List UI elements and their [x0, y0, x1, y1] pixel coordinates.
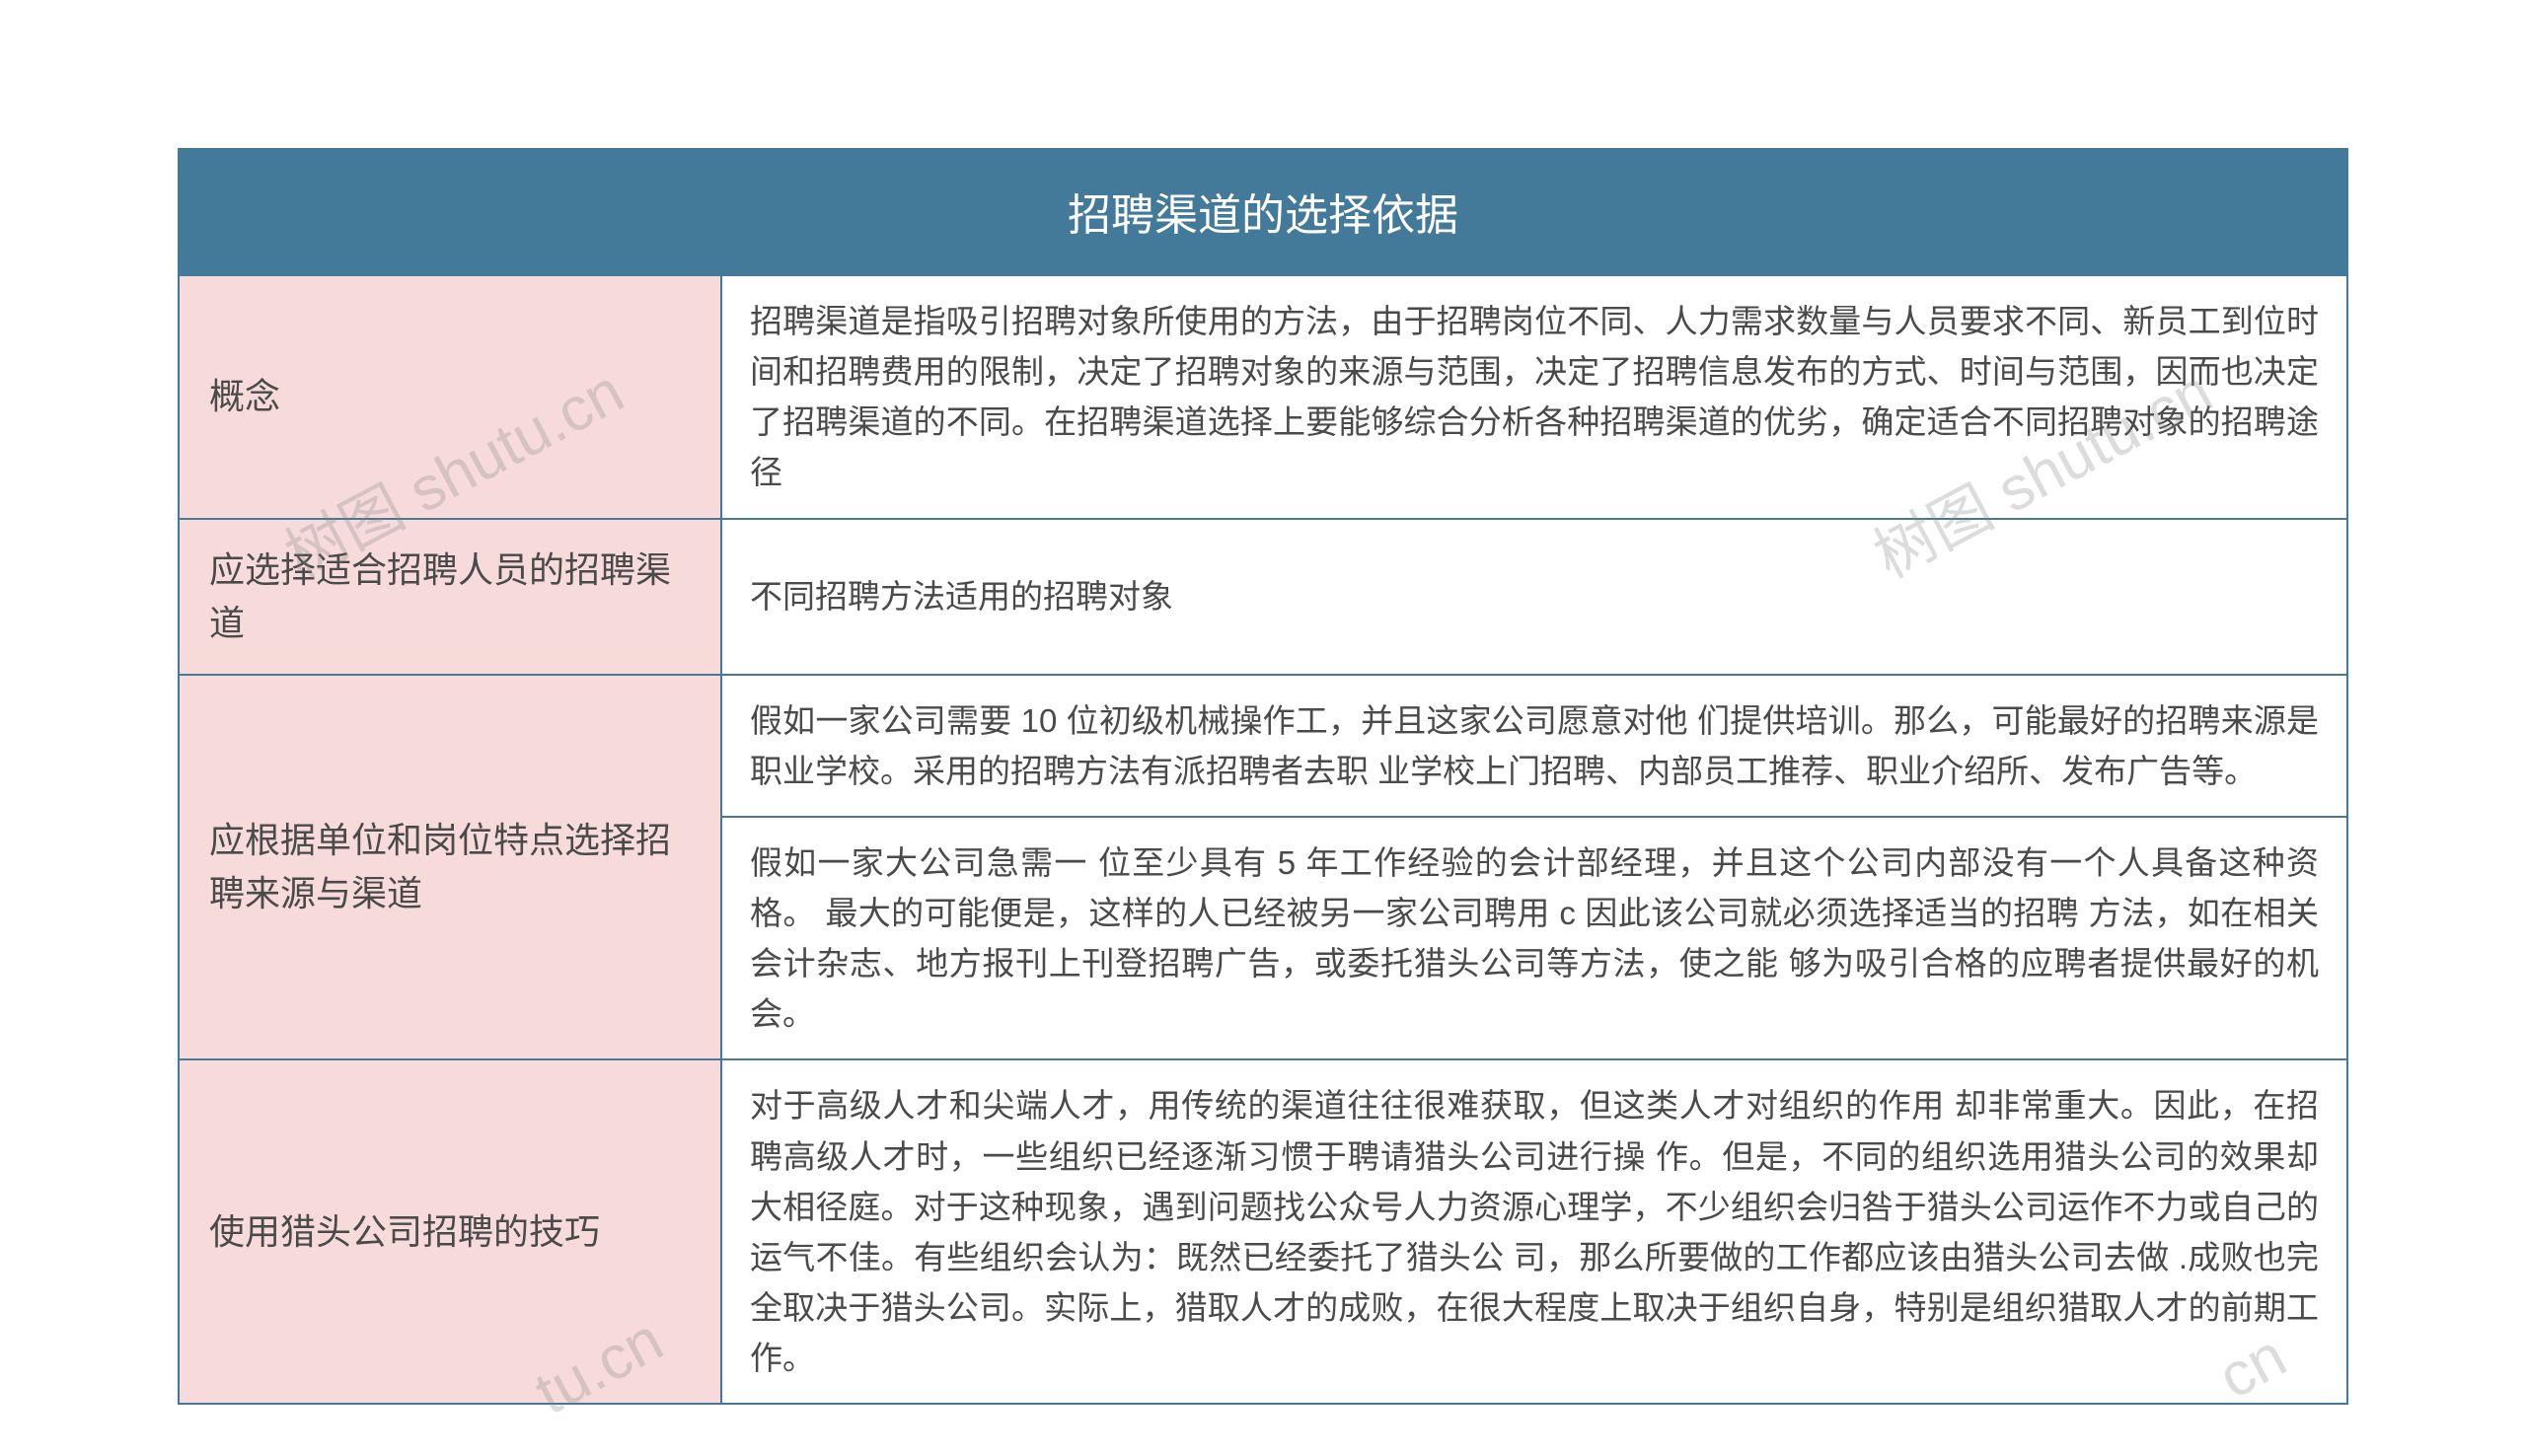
row-content: 假如一家大公司急需一 位至少具有 5 年工作经验的会计部经理，并且这个公司内部没…: [721, 817, 2347, 1060]
row-label-unit-position: 应根据单位和岗位特点选择招聘来源与渠道: [179, 675, 721, 1060]
content-table: 招聘渠道的选择依据 概念 招聘渠道是指吸引招聘对象所使用的方法，由于招聘岗位不同…: [178, 148, 2348, 1405]
table-row: 概念 招聘渠道是指吸引招聘对象所使用的方法，由于招聘岗位不同、人力需求数量与人员…: [179, 275, 2347, 519]
row-content: 招聘渠道是指吸引招聘对象所使用的方法，由于招聘岗位不同、人力需求数量与人员要求不…: [721, 275, 2347, 519]
grid-body: 概念 招聘渠道是指吸引招聘对象所使用的方法，由于招聘岗位不同、人力需求数量与人员…: [178, 274, 2348, 1405]
row-content: 对于高级人才和尖端人才，用传统的渠道往往很难获取，但这类人才对组织的作用 却非常…: [721, 1059, 2347, 1404]
row-label-concept: 概念: [179, 275, 721, 519]
table-row: 使用猎头公司招聘的技巧 对于高级人才和尖端人才，用传统的渠道往往很难获取，但这类…: [179, 1059, 2347, 1404]
table-row: 应选择适合招聘人员的招聘渠道 不同招聘方法适用的招聘对象: [179, 519, 2347, 675]
row-label-headhunter: 使用猎头公司招聘的技巧: [179, 1059, 721, 1404]
table-title: 招聘渠道的选择依据: [178, 148, 2348, 274]
row-content: 假如一家公司需要 10 位初级机械操作工，并且这家公司愿意对他 们提供培训。那么…: [721, 675, 2347, 817]
row-content: 不同招聘方法适用的招聘对象: [721, 519, 2347, 675]
table-row: 应根据单位和岗位特点选择招聘来源与渠道 假如一家公司需要 10 位初级机械操作工…: [179, 675, 2347, 817]
row-label-suitable-channel: 应选择适合招聘人员的招聘渠道: [179, 519, 721, 675]
